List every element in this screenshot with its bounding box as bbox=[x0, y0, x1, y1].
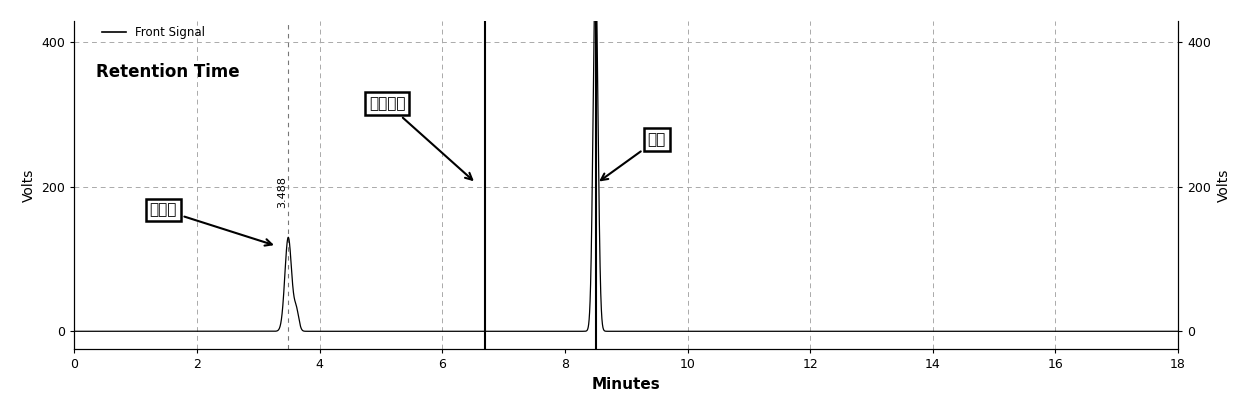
Text: 二甲胺: 二甲胺 bbox=[150, 202, 272, 246]
Text: 3.488: 3.488 bbox=[277, 176, 288, 208]
X-axis label: Minutes: Minutes bbox=[591, 377, 661, 392]
Text: Retention Time: Retention Time bbox=[97, 63, 241, 81]
Y-axis label: Volts: Volts bbox=[22, 168, 36, 202]
Text: 四氢唇喂: 四氢唇喂 bbox=[368, 96, 472, 180]
Legend: Front Signal: Front Signal bbox=[103, 26, 206, 39]
Text: 溶剂: 溶剂 bbox=[601, 132, 666, 180]
Y-axis label: Volts: Volts bbox=[1216, 168, 1230, 202]
